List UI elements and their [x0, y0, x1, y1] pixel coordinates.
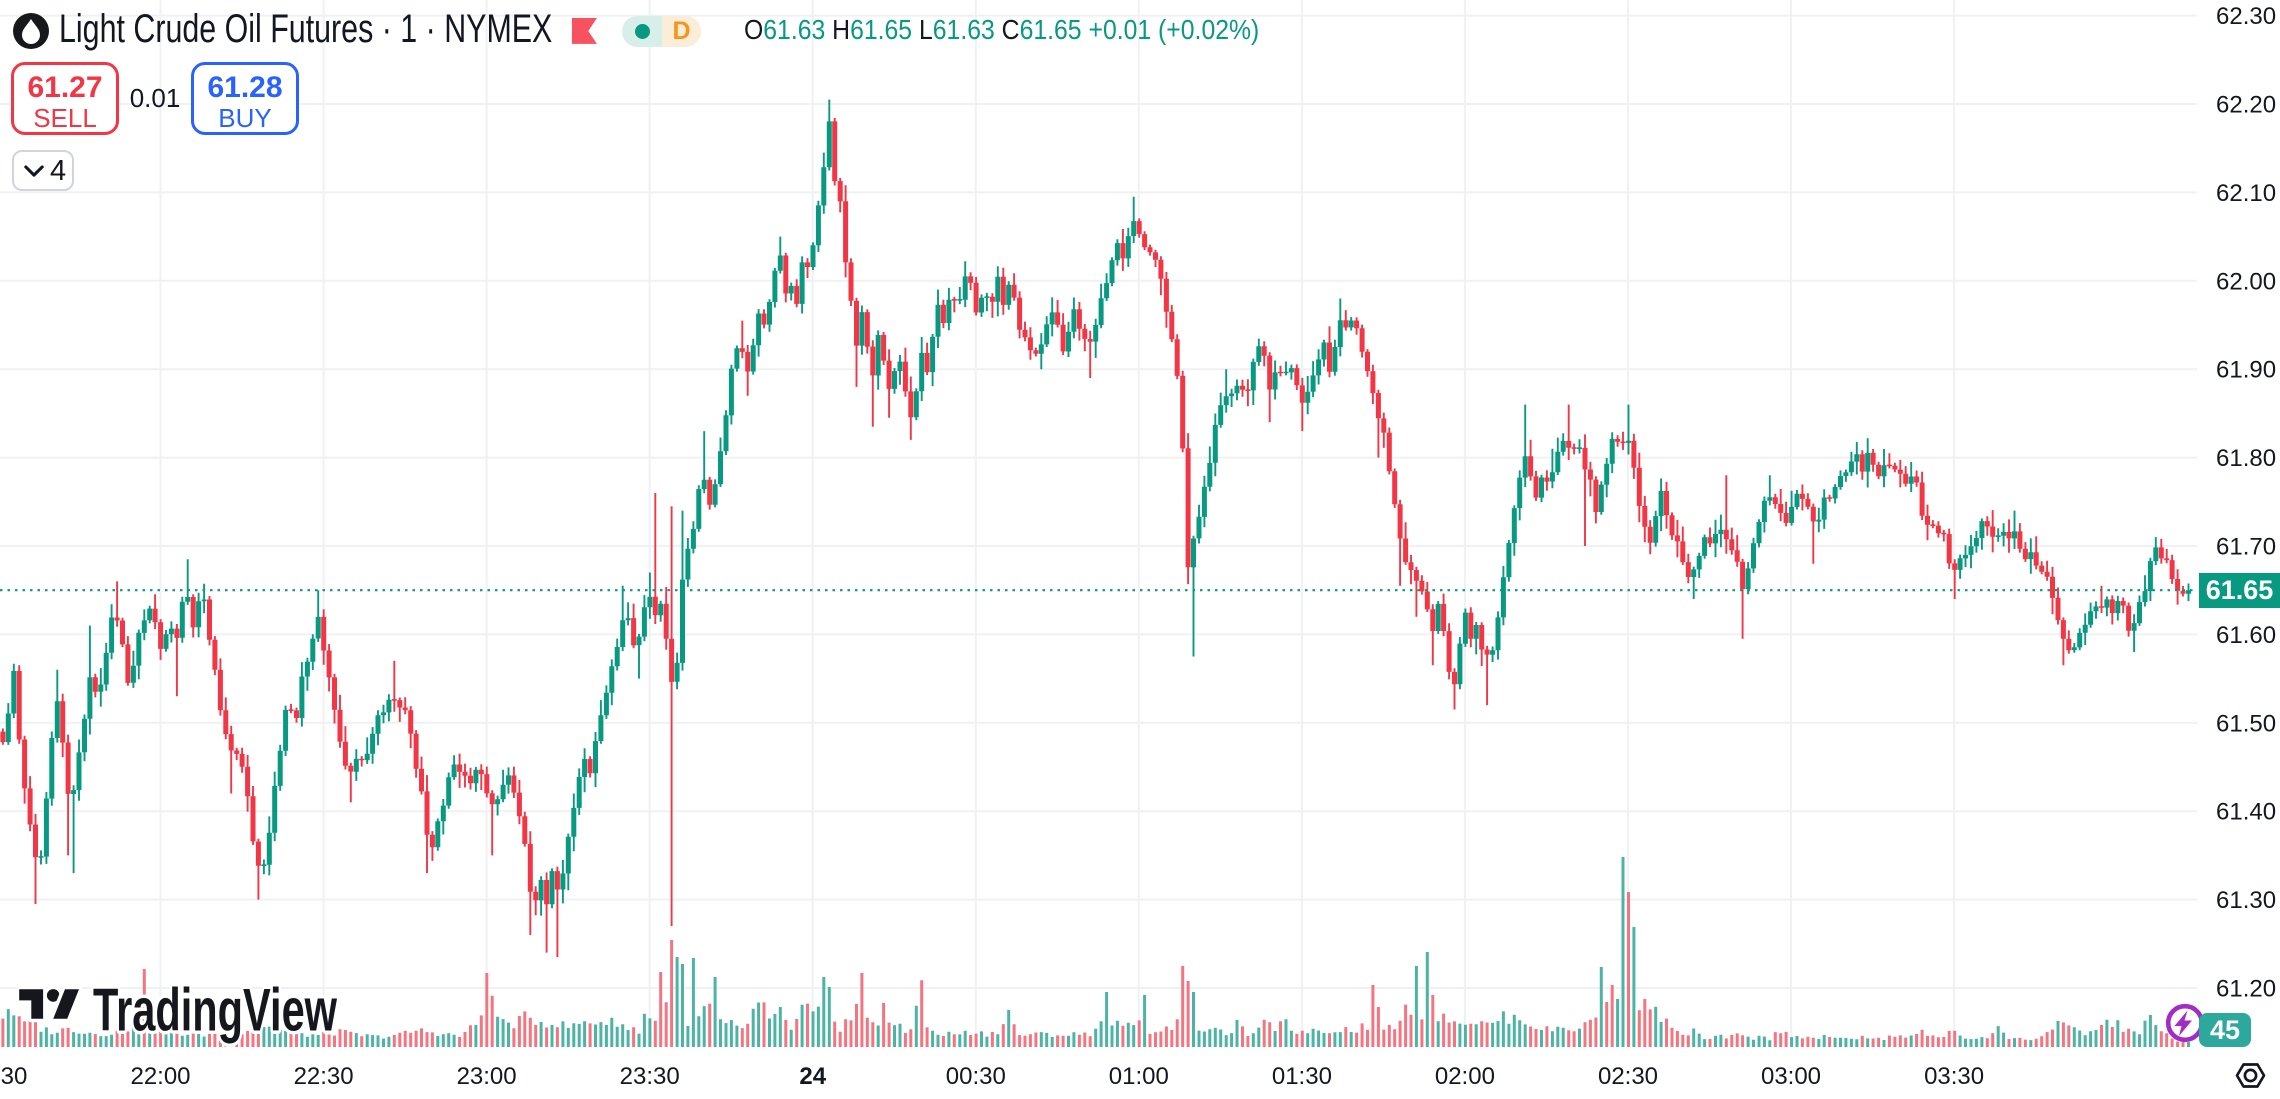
svg-text:00:30: 00:30	[946, 1063, 1006, 1090]
svg-text:61.30: 61.30	[2216, 887, 2276, 914]
svg-text:02:00: 02:00	[1435, 1063, 1495, 1090]
svg-text:22:00: 22:00	[130, 1063, 190, 1090]
svg-text:23:30: 23:30	[620, 1063, 680, 1090]
svg-text:61.60: 61.60	[2216, 622, 2276, 649]
svg-text:01:30: 01:30	[1272, 1063, 1332, 1090]
svg-text:22:30: 22:30	[294, 1063, 354, 1090]
svg-text:61.50: 61.50	[2216, 710, 2276, 737]
svg-text:61.70: 61.70	[2216, 534, 2276, 561]
svg-text:03:30: 03:30	[1924, 1063, 1984, 1090]
svg-text:24: 24	[799, 1063, 826, 1090]
svg-text:02:30: 02:30	[1598, 1063, 1658, 1090]
svg-text:61.20: 61.20	[2216, 976, 2276, 1003]
svg-text:62.10: 62.10	[2216, 180, 2276, 207]
svg-text:03:00: 03:00	[1761, 1063, 1821, 1090]
svg-text:62.00: 62.00	[2216, 268, 2276, 295]
svg-text:62.30: 62.30	[2216, 3, 2276, 30]
svg-text:61.40: 61.40	[2216, 799, 2276, 826]
svg-text:61.90: 61.90	[2216, 357, 2276, 384]
svg-text:01:00: 01:00	[1109, 1063, 1169, 1090]
svg-text:23:00: 23:00	[457, 1063, 517, 1090]
svg-text:62.20: 62.20	[2216, 92, 2276, 119]
svg-text:61.80: 61.80	[2216, 445, 2276, 472]
svg-text:30: 30	[1, 1063, 28, 1090]
svg-text:TradingView: TradingView	[93, 984, 337, 1044]
